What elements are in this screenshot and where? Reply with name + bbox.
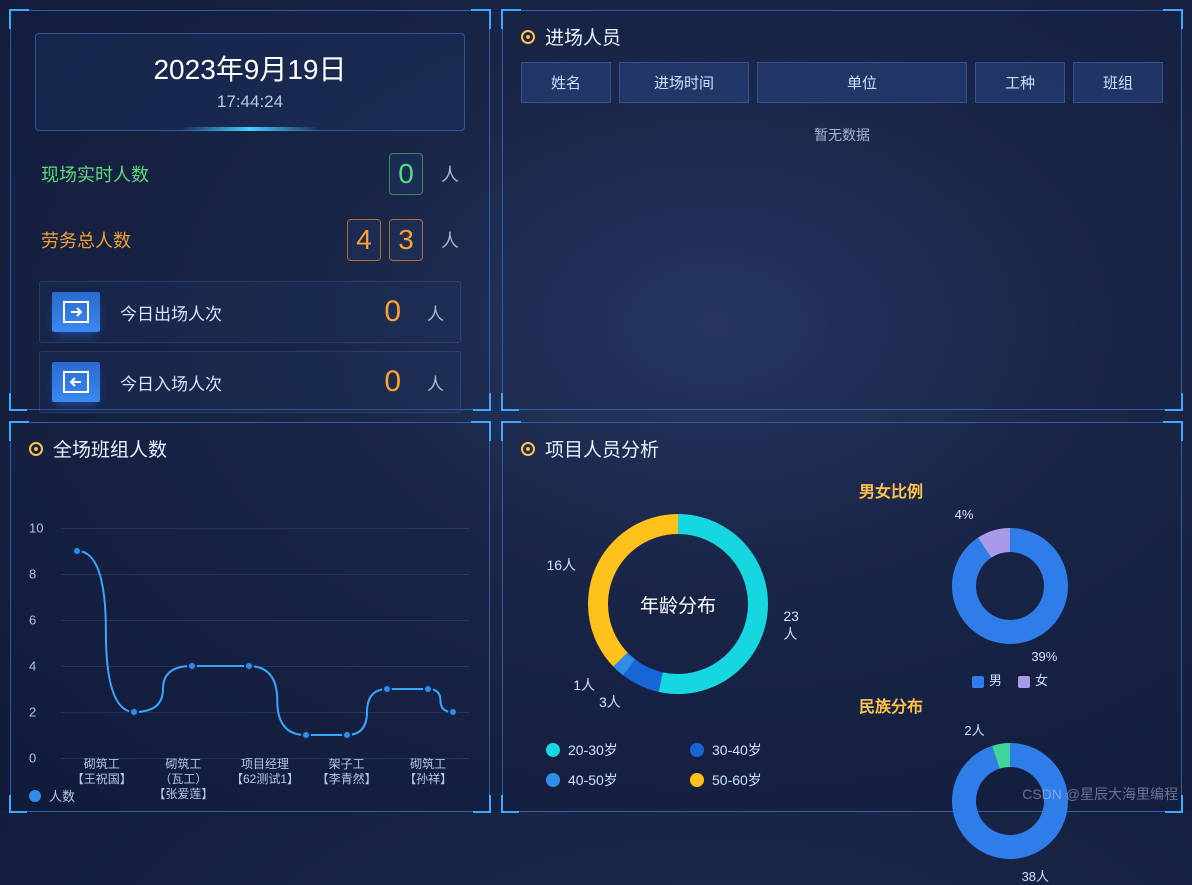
column-header: 班组 [1073, 62, 1163, 103]
x-axis-label: 砌筑工【孙祥】 [387, 757, 469, 802]
today-row: 今日出场人次 0 人 [39, 281, 461, 343]
x-axis-label: 砌筑工（瓦工）【张爱莲】 [143, 757, 225, 802]
age-distribution-chart: 年龄分布 23人3人1人16人 [548, 474, 808, 734]
stat-row: 现场实时人数 0人 [11, 141, 489, 207]
data-point [448, 707, 458, 717]
no-data-text: 暂无数据 [503, 125, 1181, 145]
bullet-icon [29, 442, 43, 456]
bullet-icon [521, 442, 535, 456]
data-point [187, 661, 197, 671]
legend-label: 人数 [49, 786, 75, 805]
slice-label: 16人 [546, 555, 576, 575]
slice-label: 38人 [1022, 866, 1049, 885]
ethnic-title: 民族分布 [859, 693, 1171, 717]
digit: 0 [389, 153, 423, 195]
table-header: 姓名进场时间单位工种班组 [503, 56, 1181, 103]
realtime-stats-panel: 2023年9月19日 17:44:24 现场实时人数0人劳务总人数43人 今日出… [10, 10, 490, 410]
exit-icon [52, 292, 100, 332]
today-value: 0 [384, 295, 401, 329]
x-axis-label: 项目经理【62测试1】 [224, 757, 306, 802]
watermark: CSDN @星辰大海里编程 [1022, 784, 1178, 804]
team-count-panel: 全场班组人数 0246810砌筑工【王祝国】砌筑工（瓦工）【张爱莲】项目经理【6… [10, 422, 490, 812]
data-point [342, 730, 352, 740]
digit: 3 [389, 219, 423, 261]
datetime-box: 2023年9月19日 17:44:24 [35, 33, 465, 131]
unit-label: 人 [441, 227, 459, 253]
column-header: 进场时间 [619, 62, 749, 103]
stat-label: 现场实时人数 [41, 161, 149, 187]
current-time: 17:44:24 [46, 92, 454, 112]
bullet-icon [521, 30, 535, 44]
entry-personnel-panel: 进场人员 姓名进场时间单位工种班组 暂无数据 [502, 10, 1182, 410]
slice-label: 39% [1031, 649, 1057, 664]
x-axis-label: 架子工【李青然】 [306, 757, 388, 802]
column-header: 单位 [757, 62, 967, 103]
slice-label: 3人 [599, 692, 621, 712]
gender-donut-chart: 39% 4% [905, 506, 1115, 666]
today-label: 今日入场人次 [120, 370, 250, 395]
current-date: 2023年9月19日 [46, 48, 454, 88]
digit: 4 [347, 219, 381, 261]
unit-label: 人 [427, 370, 444, 395]
legend-item: 40-50岁 [546, 770, 666, 790]
panel-title: 全场班组人数 [53, 435, 167, 462]
team-line-chart: 0246810砌筑工【王祝国】砌筑工（瓦工）【张爱莲】项目经理【62测试1】架子… [61, 528, 469, 758]
personnel-analysis-panel: 项目人员分析 年龄分布 23人3人1人16人 20-30岁30-40岁40-50… [502, 422, 1182, 812]
unit-label: 人 [427, 300, 444, 325]
gender-legend: 男女 [849, 670, 1171, 689]
panel-title: 进场人员 [545, 23, 621, 50]
stat-row: 劳务总人数 43人 [11, 207, 489, 273]
today-label: 今日出场人次 [120, 300, 250, 325]
today-value: 0 [384, 365, 401, 399]
slice-label: 23人 [783, 608, 808, 644]
slice-label: 2人 [964, 720, 984, 739]
unit-label: 人 [441, 161, 459, 187]
chart-legend: 人数 [29, 786, 75, 805]
column-header: 工种 [975, 62, 1065, 103]
panel-title: 项目人员分析 [545, 435, 659, 462]
today-row: 今日入场人次 0 人 [39, 351, 461, 413]
enter-icon [52, 362, 100, 402]
age-legend: 20-30岁 30-40岁 40-50岁 50-60岁 [546, 740, 810, 790]
data-point [301, 730, 311, 740]
gender-title: 男女比例 [859, 478, 1171, 502]
stat-label: 劳务总人数 [41, 227, 131, 253]
legend-item: 男 [972, 670, 1002, 689]
data-point [244, 661, 254, 671]
legend-item: 20-30岁 [546, 740, 666, 760]
slice-label: 4% [955, 507, 974, 522]
legend-item: 30-40岁 [690, 740, 810, 760]
column-header: 姓名 [521, 62, 611, 103]
legend-item: 50-60岁 [690, 770, 810, 790]
slice-label: 1人 [573, 675, 595, 695]
legend-item: 女 [1018, 670, 1048, 689]
